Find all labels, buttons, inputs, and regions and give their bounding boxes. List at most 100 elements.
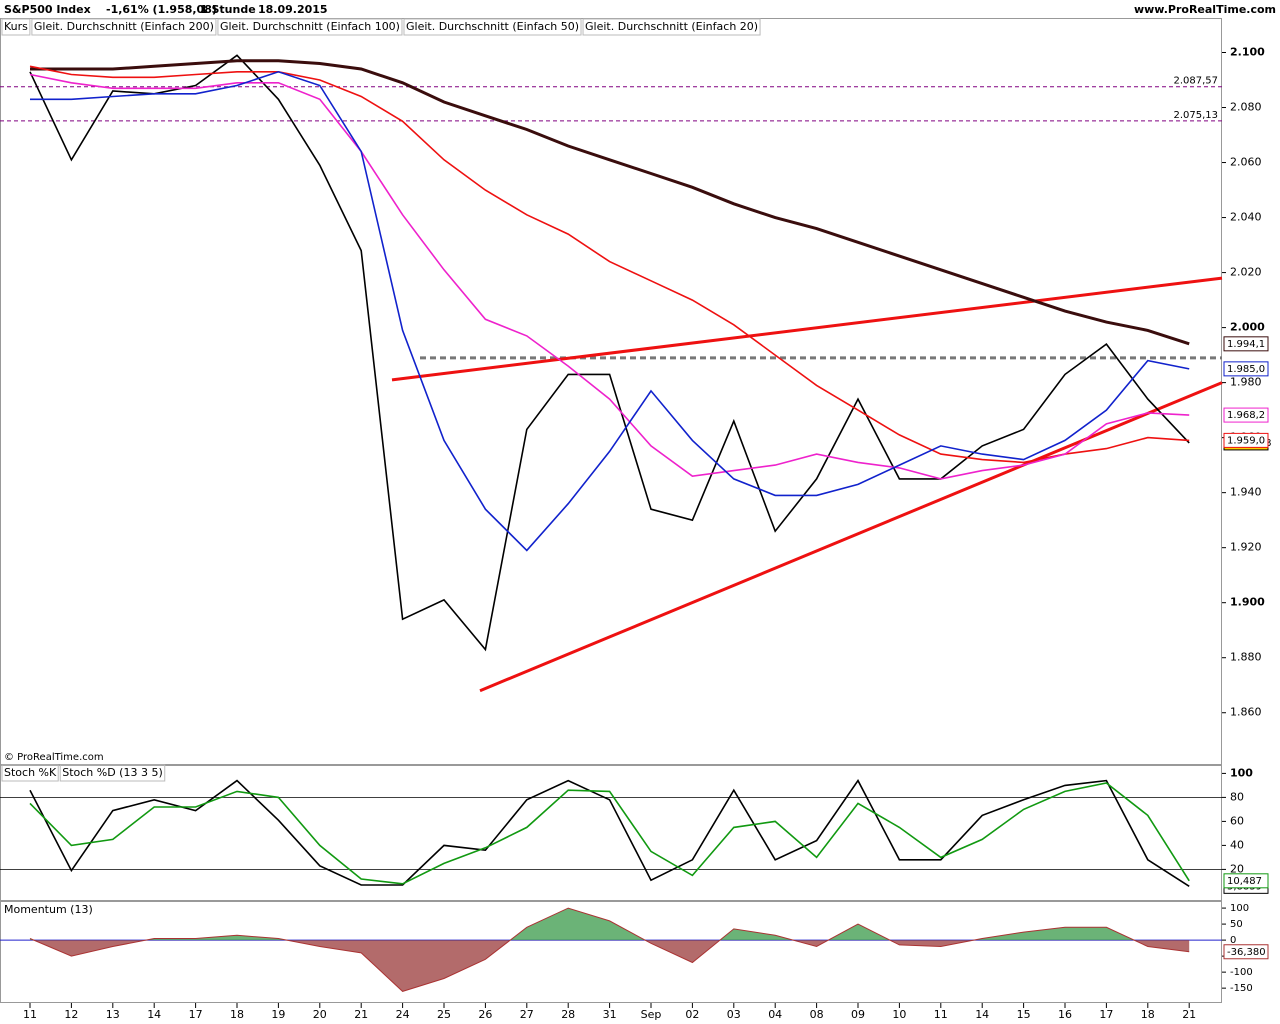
change: -1,61% (1.958,08) <box>106 3 217 16</box>
x-tick-label: 14 <box>975 1008 989 1021</box>
x-tick-label: 20 <box>313 1008 327 1021</box>
x-tick-label: 31 <box>603 1008 617 1021</box>
date: 18.09.2015 <box>258 3 328 16</box>
x-tick-label: Sep <box>641 1008 662 1021</box>
x-tick-label: 17 <box>189 1008 203 1021</box>
x-tick-label: 10 <box>892 1008 906 1021</box>
x-tick-label: 08 <box>810 1008 824 1021</box>
x-tick-label: 18 <box>1141 1008 1155 1021</box>
stoch-frame <box>0 765 1222 901</box>
y-tick-label: 1.940 <box>1230 486 1262 499</box>
y-tick-label: 2.080 <box>1230 101 1262 114</box>
x-tick-label: 15 <box>1017 1008 1031 1021</box>
x-tick-label: 28 <box>561 1008 575 1021</box>
legend-entry: Stoch %D (13 3 5) <box>62 766 163 779</box>
instrument: S&P500 Index <box>4 3 91 16</box>
momentum-area-up <box>30 908 1190 941</box>
copyright: © ProRealTime.com <box>4 752 104 763</box>
x-tick-label: 19 <box>271 1008 285 1021</box>
value-label-box <box>1223 432 1269 448</box>
momentum-line <box>29 907 1190 992</box>
y-tick-label: 2.000 <box>1230 321 1265 334</box>
series-line <box>29 782 1190 885</box>
y-tick-label: 2.100 <box>1230 46 1265 59</box>
value-label: 1.994,1 <box>1227 339 1265 350</box>
series-line <box>29 54 1190 652</box>
y-tick-label: 2.020 <box>1230 266 1262 279</box>
y-tick-label: 1.860 <box>1230 706 1262 719</box>
value-label: 1.968,2 <box>1227 410 1265 421</box>
legend-box <box>403 18 582 36</box>
x-tick-label: 09 <box>851 1008 865 1021</box>
value-label: 1.985,0 <box>1227 364 1265 375</box>
y-tick-label: 2.060 <box>1230 156 1262 169</box>
y-tick-label: 40 <box>1230 838 1244 851</box>
y-tick-label: -100 <box>1230 967 1253 978</box>
value-label: 1.959,0 <box>1227 435 1265 446</box>
x-tick-label: 27 <box>520 1008 534 1021</box>
y-tick-label: 100 <box>1230 903 1249 914</box>
x-tick-label: 16 <box>1058 1008 1072 1021</box>
legend-entry: Gleit. Durchschnitt (Einfach 200) <box>34 20 214 33</box>
legend-box <box>582 18 761 36</box>
x-tick-label: 25 <box>437 1008 451 1021</box>
x-tick-label: 11 <box>934 1008 948 1021</box>
x-tick-label: 12 <box>64 1008 78 1021</box>
momentum-frame <box>0 901 1222 1003</box>
series-line <box>30 70 1190 552</box>
x-tick-label: 03 <box>727 1008 741 1021</box>
y-tick-label: 2.040 <box>1230 211 1262 224</box>
legend-box <box>1 18 31 36</box>
trend-line <box>391 276 1223 382</box>
value-label: 10,487 <box>1227 876 1262 887</box>
y-tick-label: 100 <box>1230 766 1253 779</box>
legend-box <box>59 764 166 782</box>
legend-entry: Gleit. Durchschnitt (Einfach 50) <box>406 20 579 33</box>
y-tick-label: 1.980 <box>1230 376 1262 389</box>
x-tick-label: 11 <box>23 1008 37 1021</box>
legend-box <box>31 18 217 36</box>
legend-box <box>1 764 59 782</box>
y-tick-label: 50 <box>1230 919 1243 930</box>
trend-line <box>479 381 1223 693</box>
interval: 1 Stunde <box>200 3 256 16</box>
x-tick-label: 18 <box>230 1008 244 1021</box>
y-tick-label: 80 <box>1230 790 1244 803</box>
y-tick-label: 0 <box>1230 935 1236 946</box>
y-tick-label: 1.880 <box>1230 651 1262 664</box>
x-tick-label: 04 <box>768 1008 782 1021</box>
site: www.ProRealTime.com <box>1134 3 1276 16</box>
series-line <box>29 73 1190 480</box>
x-tick-label: 14 <box>147 1008 161 1021</box>
value-label-box <box>1223 361 1269 377</box>
x-tick-label: 17 <box>1099 1008 1113 1021</box>
legend-entry: Gleit. Durchschnitt (Einfach 20) <box>585 20 758 33</box>
y-tick-label: 20 <box>1230 862 1244 875</box>
legend-entry: Stoch %K <box>4 766 57 779</box>
series-line <box>29 65 1190 464</box>
horizontal-line-label: 2.087,57 <box>1173 76 1218 87</box>
legend-entry: Kurs <box>4 20 28 33</box>
horizontal-line-label: 2.075,13 <box>1173 110 1218 121</box>
value-label-box <box>1223 944 1269 960</box>
value-label: -36,380 <box>1227 947 1266 958</box>
x-tick-label: 24 <box>396 1008 410 1021</box>
x-tick-label: 21 <box>354 1008 368 1021</box>
value-label-box <box>1223 873 1269 889</box>
series-line <box>30 59 1190 346</box>
x-tick-label: 02 <box>685 1008 699 1021</box>
x-tick-label: 21 <box>1182 1008 1196 1021</box>
x-tick-label: 26 <box>478 1008 492 1021</box>
y-tick-label: 1.900 <box>1230 596 1265 609</box>
series-line <box>29 779 1190 887</box>
x-tick-label: 13 <box>106 1008 120 1021</box>
value-label-box <box>1223 336 1269 352</box>
value-label-box <box>1223 407 1269 423</box>
legend-entry: Momentum (13) <box>4 903 93 916</box>
y-tick-label: 1.920 <box>1230 541 1262 554</box>
y-tick-label: -150 <box>1230 983 1253 994</box>
y-tick-label: 60 <box>1230 814 1244 827</box>
legend-box <box>217 18 403 36</box>
